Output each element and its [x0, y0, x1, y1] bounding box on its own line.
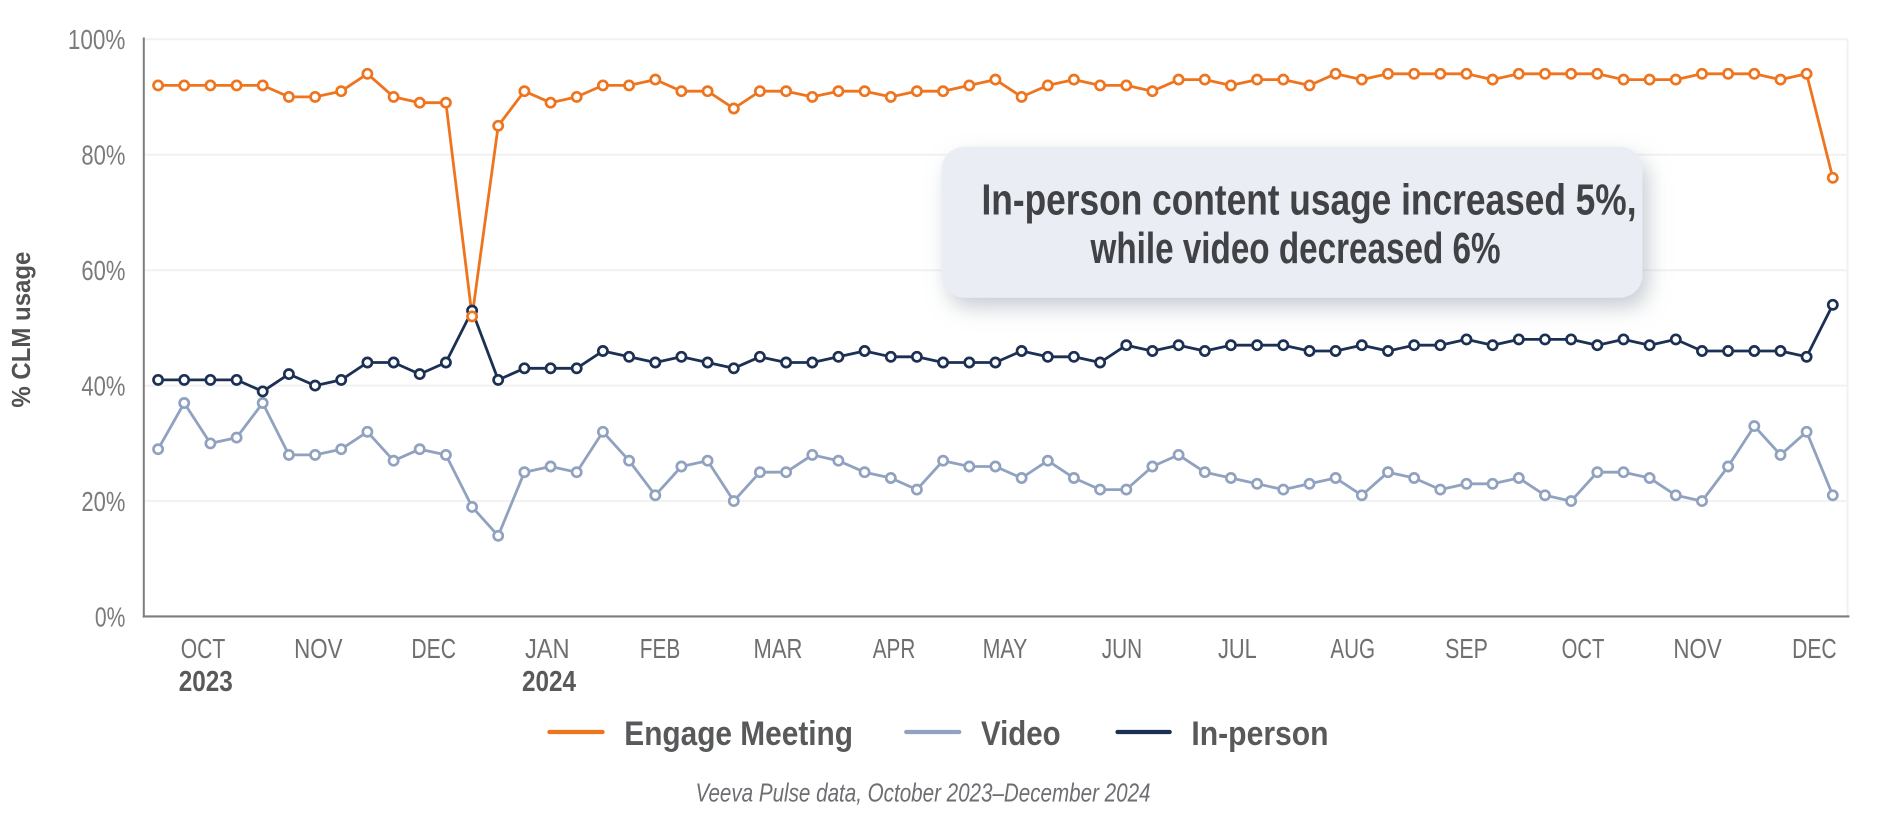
- svg-text:Video: Video: [981, 715, 1061, 753]
- svg-text:20%: 20%: [81, 486, 125, 517]
- svg-text:2023: 2023: [179, 666, 233, 698]
- svg-text:SEP: SEP: [1445, 633, 1488, 664]
- svg-text:while video decreased 6%: while video decreased 6%: [1090, 224, 1501, 273]
- svg-text:JUN: JUN: [1102, 633, 1142, 664]
- svg-text:JUL: JUL: [1218, 633, 1257, 664]
- svg-text:60%: 60%: [81, 255, 125, 286]
- svg-text:80%: 80%: [81, 139, 125, 170]
- svg-text:NOV: NOV: [294, 633, 343, 664]
- svg-text:JAN: JAN: [525, 633, 570, 664]
- svg-text:OCT: OCT: [181, 633, 226, 664]
- svg-text:In-person: In-person: [1191, 715, 1328, 753]
- svg-text:% CLM usage: % CLM usage: [6, 252, 36, 408]
- svg-text:MAY: MAY: [983, 633, 1028, 664]
- svg-text:Engage Meeting: Engage Meeting: [624, 715, 853, 753]
- svg-text:In-person content usage increa: In-person content usage increased 5%,: [982, 176, 1637, 225]
- svg-text:NOV: NOV: [1673, 633, 1722, 664]
- svg-text:OCT: OCT: [1562, 633, 1605, 664]
- svg-text:100%: 100%: [68, 24, 126, 55]
- svg-text:MAR: MAR: [754, 633, 803, 664]
- svg-text:40%: 40%: [81, 370, 125, 401]
- svg-text:AUG: AUG: [1330, 633, 1375, 664]
- svg-text:Veeva Pulse data, October 2023: Veeva Pulse data, October 2023–December …: [696, 777, 1151, 807]
- svg-text:APR: APR: [873, 633, 916, 664]
- svg-text:0%: 0%: [95, 601, 126, 632]
- svg-text:DEC: DEC: [1792, 633, 1837, 664]
- svg-text:DEC: DEC: [411, 633, 456, 664]
- svg-text:FEB: FEB: [640, 633, 681, 664]
- svg-text:2024: 2024: [522, 666, 576, 698]
